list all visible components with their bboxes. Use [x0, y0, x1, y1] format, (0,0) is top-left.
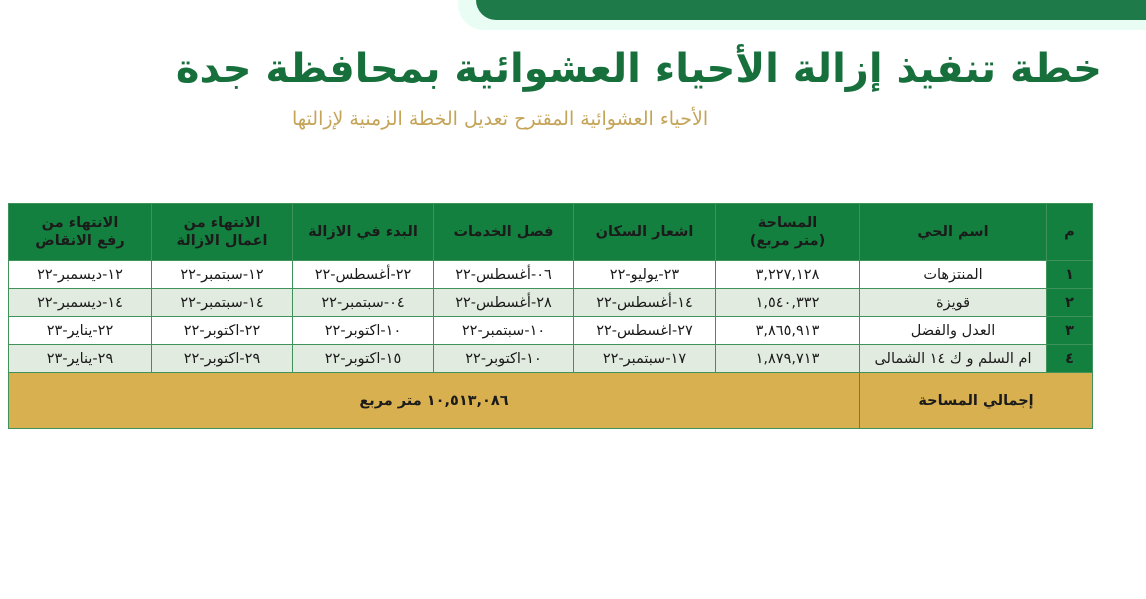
cell-end: ١٢-سبتمبر-٢٢ — [151, 260, 293, 289]
page-title: خطة تنفيذ إزالة الأحياء العشوائية بمحافظ… — [175, 46, 1102, 92]
cell-services: ١٠-اكتوبر-٢٢ — [433, 344, 574, 373]
column-header-district-name: اسم الحي — [859, 203, 1047, 261]
removal-plan-table: م اسم الحي المساحة (متر مربع) اشعار السك… — [8, 203, 1093, 429]
column-header-service-disconnection: فصل الخدمات — [433, 203, 574, 261]
cell-index: ٣ — [1046, 316, 1093, 345]
cell-end: ٢٩-اكتوبر-٢٢ — [151, 344, 293, 373]
table-header: م اسم الحي المساحة (متر مربع) اشعار السك… — [8, 203, 1093, 261]
cell-rubble: ١٤-ديسمبر-٢٢ — [8, 288, 152, 317]
column-header-removal-end: الانتهاء من اعمال الازالة — [151, 203, 293, 261]
cell-notice: ١٧-سبتمبر-٢٢ — [573, 344, 716, 373]
cell-index: ٢ — [1046, 288, 1093, 317]
column-header-area: المساحة (متر مربع) — [715, 203, 860, 261]
column-header-resident-notice: اشعار السكان — [573, 203, 716, 261]
title-block: خطة تنفيذ إزالة الأحياء العشوائية بمحافظ… — [175, 44, 1102, 131]
page-subtitle: الأحياء العشوائية المقترح تعديل الخطة ال… — [292, 108, 709, 130]
column-header-rubble-line2: رفع الانقاض — [35, 233, 125, 249]
table-row: ٣ العدل والفضل ٣,٨٦٥,٩١٣ ٢٧-اغسطس-٢٢ ١٠-… — [8, 316, 1093, 345]
cell-area: ١,٥٤٠,٣٣٢ — [715, 288, 860, 317]
cell-district: العدل والفضل — [859, 316, 1047, 345]
cell-index: ٤ — [1046, 344, 1093, 373]
column-header-area-line2: (متر مربع) — [749, 233, 826, 249]
column-header-removal-start: البدء في الازالة — [292, 203, 434, 261]
total-area-row: إجمالي المساحة ١٠,٥١٣,٠٨٦ متر مربع — [8, 372, 1093, 429]
cell-area: ٣,٨٦٥,٩١٣ — [715, 316, 860, 345]
cell-area: ١,٨٧٩,٧١٣ — [715, 344, 860, 373]
cell-notice: ٢٣-يوليو-٢٢ — [573, 260, 716, 289]
cell-rubble: ١٢-ديسمبر-٢٢ — [8, 260, 152, 289]
banner-bar — [476, 0, 1146, 20]
cell-area: ٣,٢٢٧,١٢٨ — [715, 260, 860, 289]
table-header-row: م اسم الحي المساحة (متر مربع) اشعار السك… — [8, 203, 1093, 261]
table-body: ١ المنتزهات ٣,٢٢٧,١٢٨ ٢٣-يوليو-٢٢ ٠٦-أغس… — [8, 260, 1093, 429]
plan-table-container: م اسم الحي المساحة (متر مربع) اشعار السك… — [8, 203, 1093, 429]
column-header-removal-end-line1: الانتهاء من — [183, 214, 261, 231]
cell-services: ٢٨-أغسطس-٢٢ — [433, 288, 574, 317]
cell-notice: ٢٧-اغسطس-٢٢ — [573, 316, 716, 345]
column-header-index: م — [1046, 203, 1093, 261]
total-area-value: ١٠,٥١٣,٠٨٦ متر مربع — [8, 372, 860, 429]
table-row: ١ المنتزهات ٣,٢٢٧,١٢٨ ٢٣-يوليو-٢٢ ٠٦-أغس… — [8, 260, 1093, 289]
cell-end: ٢٢-اكتوبر-٢٢ — [151, 316, 293, 345]
cell-services: ١٠-سبتمبر-٢٢ — [433, 316, 574, 345]
table-row: ٢ قويزة ١,٥٤٠,٣٣٢ ١٤-أغسطس-٢٢ ٢٨-أغسطس-٢… — [8, 288, 1093, 317]
column-header-removal-end-line2: اعمال الازالة — [176, 233, 268, 249]
cell-rubble: ٢٢-يناير-٢٣ — [8, 316, 152, 345]
cell-district: المنتزهات — [859, 260, 1047, 289]
table-row: ٤ ام السلم و ك ١٤ الشمالى ١,٨٧٩,٧١٣ ١٧-س… — [8, 344, 1093, 373]
total-area-label: إجمالي المساحة — [859, 372, 1093, 429]
cell-start: ٢٢-أغسطس-٢٢ — [292, 260, 434, 289]
cell-start: ١٥-اكتوبر-٢٢ — [292, 344, 434, 373]
cell-start: ٠٤-سبتمبر-٢٢ — [292, 288, 434, 317]
cell-start: ١٠-اكتوبر-٢٢ — [292, 316, 434, 345]
column-header-rubble-removal-end: الانتهاء من رفع الانقاض — [8, 203, 152, 261]
top-decorative-banner — [450, 0, 1146, 30]
cell-district: قويزة — [859, 288, 1047, 317]
cell-rubble: ٢٩-يناير-٢٣ — [8, 344, 152, 373]
cell-district: ام السلم و ك ١٤ الشمالى — [859, 344, 1047, 373]
cell-notice: ١٤-أغسطس-٢٢ — [573, 288, 716, 317]
cell-index: ١ — [1046, 260, 1093, 289]
column-header-rubble-line1: الانتهاء من — [41, 214, 119, 231]
cell-end: ١٤-سبتمبر-٢٢ — [151, 288, 293, 317]
column-header-area-line1: المساحة — [757, 214, 818, 231]
cell-services: ٠٦-أغسطس-٢٢ — [433, 260, 574, 289]
